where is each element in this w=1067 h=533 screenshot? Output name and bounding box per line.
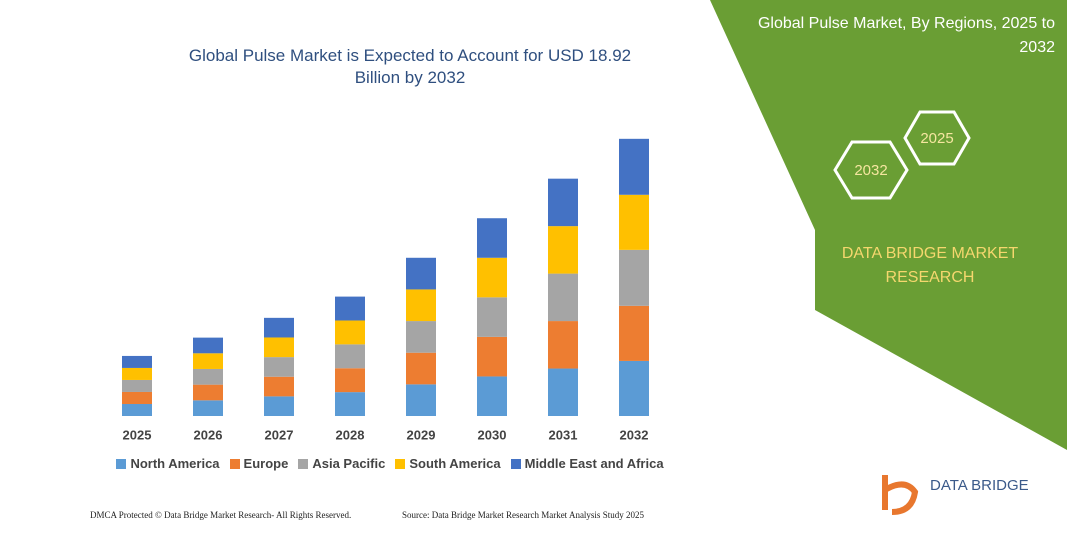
bar-segment xyxy=(193,400,223,416)
bar-segment xyxy=(264,317,294,338)
bar-segment xyxy=(335,296,365,321)
bar-segment xyxy=(122,403,152,416)
legend-item: South America xyxy=(395,456,501,471)
bar-segment xyxy=(619,138,649,195)
bar-segment xyxy=(122,367,152,380)
legend-item: Middle East and Africa xyxy=(510,456,664,471)
bar-segment xyxy=(477,297,507,337)
bar-segment xyxy=(193,337,223,354)
bar-segment xyxy=(548,178,578,227)
legend-label: Middle East and Africa xyxy=(524,456,664,471)
x-tick-label: 2027 xyxy=(265,427,294,442)
footer-right: Source: Data Bridge Market Research Mark… xyxy=(402,510,644,520)
bar-segment xyxy=(406,257,436,290)
legend-swatch xyxy=(298,458,309,469)
bar-segment xyxy=(122,355,152,368)
legend-label: Asia Pacific xyxy=(312,456,386,471)
x-tick-label: 2031 xyxy=(549,427,578,442)
bar-segment xyxy=(548,226,578,274)
x-tick-label: 2030 xyxy=(478,427,507,442)
bar-segment xyxy=(477,336,507,377)
bar-segment xyxy=(406,289,436,322)
bar-segment xyxy=(406,321,436,353)
logo-text: DATA BRIDGE xyxy=(930,477,1029,494)
bar-segment xyxy=(477,376,507,416)
bar-segment xyxy=(193,353,223,369)
hex-label: 2025 xyxy=(920,130,953,147)
x-tick-label: 2029 xyxy=(407,427,436,442)
legend-swatch xyxy=(229,458,240,469)
legend-label: South America xyxy=(409,456,501,471)
bar-segment xyxy=(548,273,578,322)
bar-segment xyxy=(264,396,294,416)
green-panel xyxy=(710,0,1067,450)
hexagon xyxy=(833,140,909,200)
hex-label: 2032 xyxy=(854,162,887,179)
bar-segment xyxy=(264,376,294,397)
bar-segment xyxy=(335,320,365,345)
bar-segment xyxy=(548,321,578,369)
bar-segment xyxy=(264,357,294,377)
bar-segment xyxy=(477,218,507,258)
x-tick-label: 2028 xyxy=(336,427,365,442)
panel-title: Global Pulse Market, By Regions, 2025 to… xyxy=(757,15,1055,56)
legend-label: Europe xyxy=(243,456,289,471)
bar-segment xyxy=(335,368,365,393)
bar-segment xyxy=(335,392,365,416)
x-tick-label: 2032 xyxy=(620,427,649,442)
legend-item: Asia Pacific xyxy=(298,456,385,471)
legend-item: Europe xyxy=(229,456,289,471)
x-tick-label: 2025 xyxy=(123,427,152,442)
legend-swatch xyxy=(116,458,127,469)
hexagon xyxy=(903,110,971,166)
legend: North America Europe Asia Pacific South Ame… xyxy=(100,456,680,471)
bar-segment xyxy=(619,305,649,361)
chart-title: Global Pulse Market is Expected to Accou… xyxy=(188,46,632,87)
logo-icon xyxy=(882,475,919,515)
footer-left: DMCA Protected © Data Bridge Market Rese… xyxy=(90,510,352,520)
bar-segment xyxy=(477,257,507,298)
bar-segment xyxy=(264,337,294,358)
bar-segment xyxy=(122,391,152,404)
bar-segment xyxy=(193,384,223,401)
legend-swatch xyxy=(395,458,406,469)
bar-segment xyxy=(619,360,649,416)
brand: DATA BRIDGE MARKET RESEARCH xyxy=(841,245,1019,286)
legend-swatch xyxy=(510,458,521,469)
bar-segment xyxy=(406,352,436,385)
bar-segment xyxy=(122,379,152,392)
x-tick-label: 2026 xyxy=(194,427,223,442)
bar-segment xyxy=(335,344,365,369)
bar-segment xyxy=(619,249,649,306)
bar-segment xyxy=(548,368,578,416)
bar-segment xyxy=(406,384,436,416)
legend-item: North America xyxy=(116,456,220,471)
bar-segment xyxy=(619,194,649,250)
bar-segment xyxy=(193,368,223,385)
legend-label: North America xyxy=(130,456,220,471)
